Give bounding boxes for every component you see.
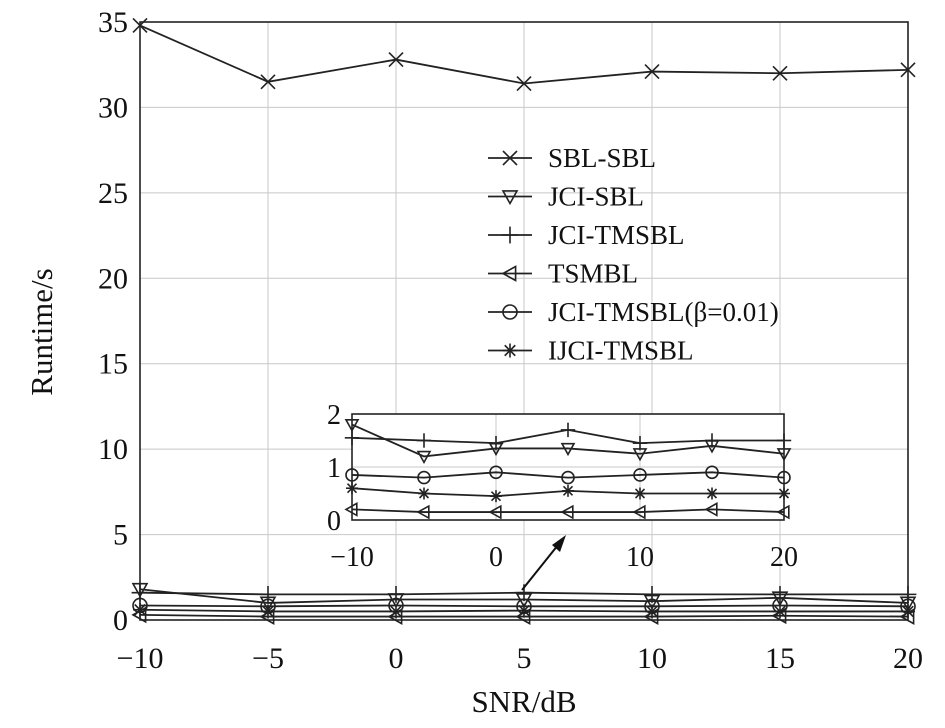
data-point bbox=[772, 65, 788, 81]
main-plot-frame bbox=[139, 21, 909, 621]
inset-data-point bbox=[632, 435, 648, 451]
legend: SBL-SBL JCI-SBL JCI-TMSBL TSMBL JCI-TMSBL(β=… bbox=[488, 143, 779, 366]
x-axis-label: SNR/dB bbox=[471, 684, 576, 719]
data-point bbox=[645, 604, 659, 619]
legend-marker bbox=[501, 190, 519, 206]
data-point bbox=[389, 604, 403, 619]
data-point bbox=[260, 74, 276, 90]
inset-data-point bbox=[704, 433, 720, 448]
legend-marker bbox=[503, 343, 517, 358]
legend-label: TSMBL bbox=[548, 259, 638, 289]
inset-series-line bbox=[351, 508, 785, 513]
y-tick-label: 10 bbox=[98, 433, 128, 466]
inset-plot-frame bbox=[351, 413, 785, 521]
inset-zoom-plot: −10 0 10 20 0 1 2 bbox=[327, 400, 798, 573]
y-tick-label: 25 bbox=[98, 177, 128, 210]
series-ijci-tmsbl bbox=[133, 602, 915, 619]
inset-data-point bbox=[488, 435, 504, 451]
inset-data-point bbox=[633, 468, 647, 482]
data-point bbox=[387, 585, 405, 603]
data-point bbox=[261, 604, 275, 619]
x-tick-label: 15 bbox=[765, 642, 795, 675]
y-tick-label: 35 bbox=[98, 6, 128, 39]
inset-series-jci-tmsbl-0-01 bbox=[345, 465, 791, 485]
legend-marker bbox=[501, 265, 517, 282]
y-tick-label: 15 bbox=[98, 348, 128, 381]
x-tick-label: 10 bbox=[637, 642, 667, 675]
main-series-group bbox=[131, 17, 917, 625]
inset-y-tick-label: 1 bbox=[327, 453, 341, 484]
legend-label: JCI-SBL bbox=[548, 182, 644, 212]
legend-entry-jci-tmsbl-0-01: JCI-TMSBL(β=0.01) bbox=[488, 297, 779, 327]
legend-entry-jci-sbl: JCI-SBL bbox=[488, 182, 644, 212]
legend-entry-ijci-tmsbl: IJCI-TMSBL bbox=[488, 336, 694, 366]
inset-data-point bbox=[560, 422, 576, 438]
inset-data-point bbox=[490, 490, 502, 503]
y-tick-label: 5 bbox=[113, 519, 128, 552]
inset-x-tick-label: 10 bbox=[626, 542, 654, 573]
inset-pointer-arrow bbox=[521, 535, 566, 591]
inset-data-point bbox=[418, 487, 430, 500]
inset-y-tick-label: 0 bbox=[327, 506, 341, 537]
legend-entry-tsmbl: TSMBL bbox=[488, 259, 638, 289]
legend-label: JCI-TMSBL(β=0.01) bbox=[548, 297, 779, 327]
inset-data-point bbox=[562, 484, 574, 497]
x-tick-label: 0 bbox=[389, 642, 404, 675]
data-point bbox=[773, 604, 787, 619]
inset-data-point bbox=[634, 487, 646, 500]
inset-x-tick-label: 0 bbox=[489, 542, 503, 573]
inset-data-point bbox=[632, 504, 646, 520]
y-tick-label: 0 bbox=[113, 604, 128, 637]
legend-marker bbox=[501, 226, 519, 244]
legend-marker bbox=[502, 150, 518, 166]
inset-data-point bbox=[416, 433, 432, 448]
legend-entry-sbl-sbl: SBL-SBL bbox=[488, 143, 656, 173]
x-tick-label: −5 bbox=[252, 642, 284, 675]
inset-y-tick-label: 2 bbox=[327, 400, 341, 431]
data-point bbox=[517, 603, 531, 618]
inset-series-group bbox=[344, 418, 792, 520]
inset-x-tick-label: 20 bbox=[770, 542, 798, 573]
x-tick-label: 5 bbox=[517, 642, 532, 675]
inset-data-point bbox=[560, 504, 574, 520]
inset-data-point bbox=[416, 504, 430, 520]
y-tick-label: 30 bbox=[98, 91, 128, 124]
inset-data-point bbox=[561, 470, 575, 485]
inset-data-point bbox=[488, 504, 502, 520]
inset-data-point bbox=[705, 465, 719, 480]
x-tick-label: −10 bbox=[117, 642, 164, 675]
data-point bbox=[644, 63, 660, 80]
inset-data-point bbox=[417, 470, 431, 485]
data-point bbox=[388, 52, 404, 68]
inset-x-tick-label: −10 bbox=[330, 542, 374, 573]
inset-data-point bbox=[416, 450, 432, 465]
inset-series-line bbox=[351, 471, 785, 479]
data-point bbox=[771, 585, 789, 603]
inset-data-point bbox=[489, 465, 503, 480]
legend-label: JCI-TMSBL bbox=[548, 220, 685, 250]
legend-label: IJCI-TMSBL bbox=[548, 336, 694, 366]
inset-data-point bbox=[706, 487, 718, 500]
inset-series-ijci-tmsbl bbox=[346, 482, 790, 503]
y-axis-label: Runtime/s bbox=[24, 268, 59, 395]
legend-label: SBL-SBL bbox=[548, 143, 656, 173]
x-tick-label: 20 bbox=[893, 642, 923, 675]
main-grid bbox=[139, 21, 909, 621]
inset-data-point bbox=[560, 442, 576, 457]
inset-data-point bbox=[704, 502, 718, 517]
inset-tick-labels: −10 0 10 20 0 1 2 bbox=[327, 400, 798, 573]
y-tick-label: 20 bbox=[98, 262, 128, 295]
legend-entry-jci-tmsbl: JCI-TMSBL bbox=[488, 220, 685, 250]
data-point bbox=[516, 75, 532, 92]
legend-marker bbox=[502, 304, 518, 320]
